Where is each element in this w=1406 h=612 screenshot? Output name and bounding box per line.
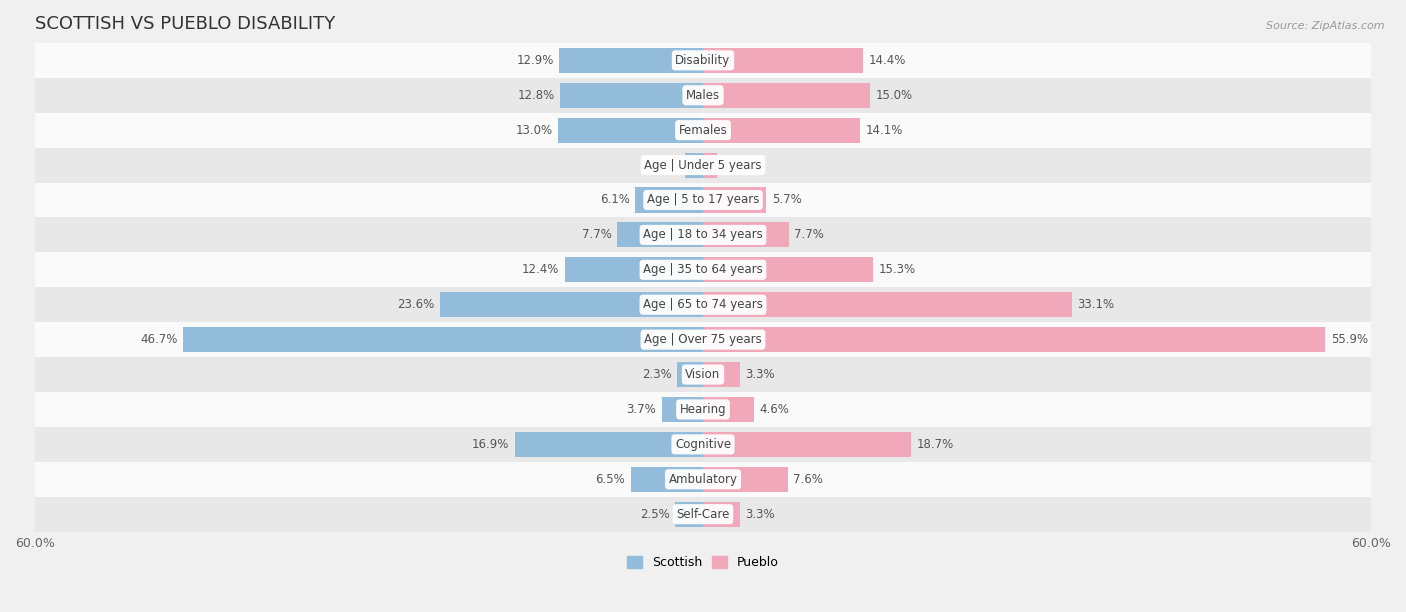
Bar [35,322,1371,357]
Bar [558,118,703,143]
Text: 7.7%: 7.7% [794,228,824,241]
Text: 16.9%: 16.9% [472,438,509,451]
Text: 6.5%: 6.5% [595,473,626,486]
Text: 5.7%: 5.7% [772,193,801,206]
Bar [703,502,740,527]
Bar [703,83,870,108]
Text: 33.1%: 33.1% [1077,298,1114,312]
Text: 15.3%: 15.3% [879,263,917,276]
Bar [565,257,703,282]
Text: 15.0%: 15.0% [876,89,912,102]
Bar [631,467,703,492]
Text: Age | 18 to 34 years: Age | 18 to 34 years [643,228,763,241]
Bar [35,113,1371,147]
Text: 3.3%: 3.3% [745,368,775,381]
Bar [703,222,789,247]
Bar [560,48,703,73]
Bar [703,152,717,177]
Text: Hearing: Hearing [679,403,727,416]
Bar [440,292,703,317]
Text: Age | 5 to 17 years: Age | 5 to 17 years [647,193,759,206]
Bar [35,357,1371,392]
Text: 12.4%: 12.4% [522,263,560,276]
Bar [35,462,1371,497]
Text: 18.7%: 18.7% [917,438,955,451]
Text: Disability: Disability [675,54,731,67]
Bar [703,292,1071,317]
Bar [35,43,1371,78]
Text: Self-Care: Self-Care [676,508,730,521]
Bar [515,432,703,457]
Bar [703,432,911,457]
Bar [703,118,860,143]
Text: 2.5%: 2.5% [640,508,669,521]
Bar [35,287,1371,322]
Bar [561,83,703,108]
Text: 14.1%: 14.1% [866,124,903,136]
Text: Vision: Vision [685,368,721,381]
Text: 1.6%: 1.6% [650,159,679,171]
Bar [703,327,1326,352]
Text: Age | Under 5 years: Age | Under 5 years [644,159,762,171]
Bar [183,327,703,352]
Text: Cognitive: Cognitive [675,438,731,451]
Text: Males: Males [686,89,720,102]
Bar [35,78,1371,113]
Bar [703,257,873,282]
Text: 55.9%: 55.9% [1331,333,1368,346]
Text: 46.7%: 46.7% [141,333,177,346]
Text: 14.4%: 14.4% [869,54,907,67]
Bar [35,147,1371,182]
Text: Females: Females [679,124,727,136]
Text: 13.0%: 13.0% [516,124,553,136]
Text: 7.6%: 7.6% [793,473,823,486]
Bar [703,362,740,387]
Legend: Scottish, Pueblo: Scottish, Pueblo [621,551,785,574]
Text: 12.9%: 12.9% [516,54,554,67]
Bar [35,392,1371,427]
Text: 3.7%: 3.7% [627,403,657,416]
Text: 2.3%: 2.3% [643,368,672,381]
Bar [35,182,1371,217]
Text: 3.3%: 3.3% [745,508,775,521]
Bar [636,187,703,212]
Bar [678,362,703,387]
Bar [35,497,1371,532]
Bar [703,48,863,73]
Bar [703,187,766,212]
Bar [35,217,1371,252]
Bar [703,467,787,492]
Bar [675,502,703,527]
Text: 7.7%: 7.7% [582,228,612,241]
Text: Age | Over 75 years: Age | Over 75 years [644,333,762,346]
Text: 12.8%: 12.8% [517,89,555,102]
Bar [703,397,754,422]
Text: Age | 35 to 64 years: Age | 35 to 64 years [643,263,763,276]
Bar [35,252,1371,287]
Bar [35,427,1371,462]
Bar [685,152,703,177]
Text: Ambulatory: Ambulatory [668,473,738,486]
Text: Source: ZipAtlas.com: Source: ZipAtlas.com [1267,21,1385,31]
Bar [662,397,703,422]
Text: Age | 65 to 74 years: Age | 65 to 74 years [643,298,763,312]
Text: 1.3%: 1.3% [723,159,752,171]
Text: SCOTTISH VS PUEBLO DISABILITY: SCOTTISH VS PUEBLO DISABILITY [35,15,335,33]
Text: 23.6%: 23.6% [398,298,434,312]
Bar [617,222,703,247]
Text: 6.1%: 6.1% [599,193,630,206]
Text: 4.6%: 4.6% [759,403,790,416]
